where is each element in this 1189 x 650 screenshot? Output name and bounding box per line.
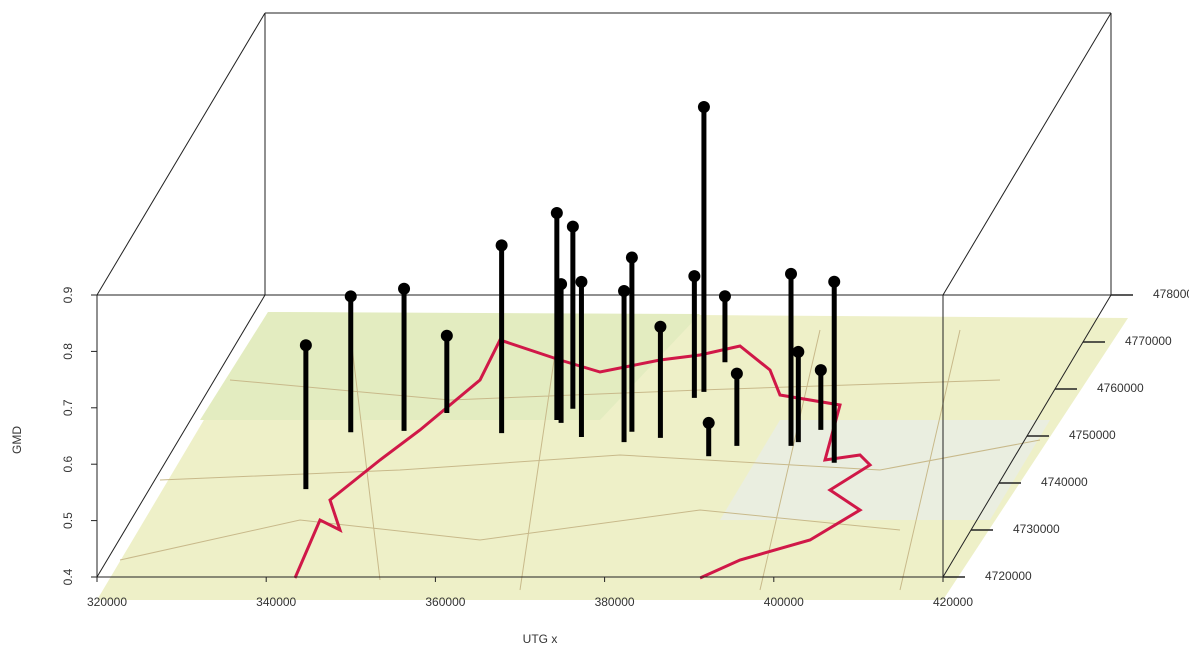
point (792, 345, 805, 358)
z-tick-label: 0.6 (61, 456, 75, 473)
point (299, 339, 312, 352)
y-tick-label: 4720000 (985, 569, 1032, 583)
x-tick-label: 360000 (425, 595, 465, 609)
x-tick-label: 320000 (87, 595, 127, 609)
point (828, 275, 841, 288)
point (555, 278, 568, 291)
x-tick-label: 400000 (764, 595, 804, 609)
map-boundary (293, 338, 873, 580)
z-axis-label: GMD (10, 426, 24, 454)
point (618, 284, 631, 297)
point (495, 239, 508, 252)
y-tick-label: 4750000 (1069, 428, 1116, 442)
z-tick-label: 0.7 (61, 399, 75, 416)
box (96, 12, 1112, 578)
point (814, 364, 827, 377)
x-axis-label: UTG x (523, 632, 558, 646)
point (730, 367, 743, 380)
box-edge (942, 12, 1112, 296)
point (575, 275, 588, 288)
point (625, 251, 638, 264)
point (550, 207, 563, 220)
x-tick-label: 340000 (256, 595, 296, 609)
point (654, 320, 667, 333)
z-tick-label: 0.5 (61, 512, 75, 529)
point (398, 282, 411, 295)
map (97, 312, 1128, 600)
point (718, 290, 731, 303)
x-tick-label: 380000 (595, 595, 635, 609)
box-edge (96, 294, 266, 578)
point (785, 267, 798, 280)
point (566, 220, 579, 233)
map-region (720, 420, 1050, 520)
point (440, 329, 453, 342)
y-tick-label: 4770000 (1125, 334, 1172, 348)
y-tick-label: 4760000 (1097, 381, 1144, 395)
point (344, 290, 357, 303)
z-tick-label: 0.8 (61, 343, 75, 360)
point (688, 270, 701, 283)
y-tick-label: 4780000 (1153, 287, 1189, 301)
x-tick-label: 420000 (933, 595, 973, 609)
y-tick-label: 4740000 (1041, 475, 1088, 489)
point (697, 101, 710, 113)
y-tick-label: 4730000 (1013, 522, 1060, 536)
box-edge (96, 12, 266, 296)
z-tick-label: 0.4 (61, 568, 75, 585)
point (702, 416, 715, 429)
z-tick-label: 0.9 (61, 286, 75, 303)
